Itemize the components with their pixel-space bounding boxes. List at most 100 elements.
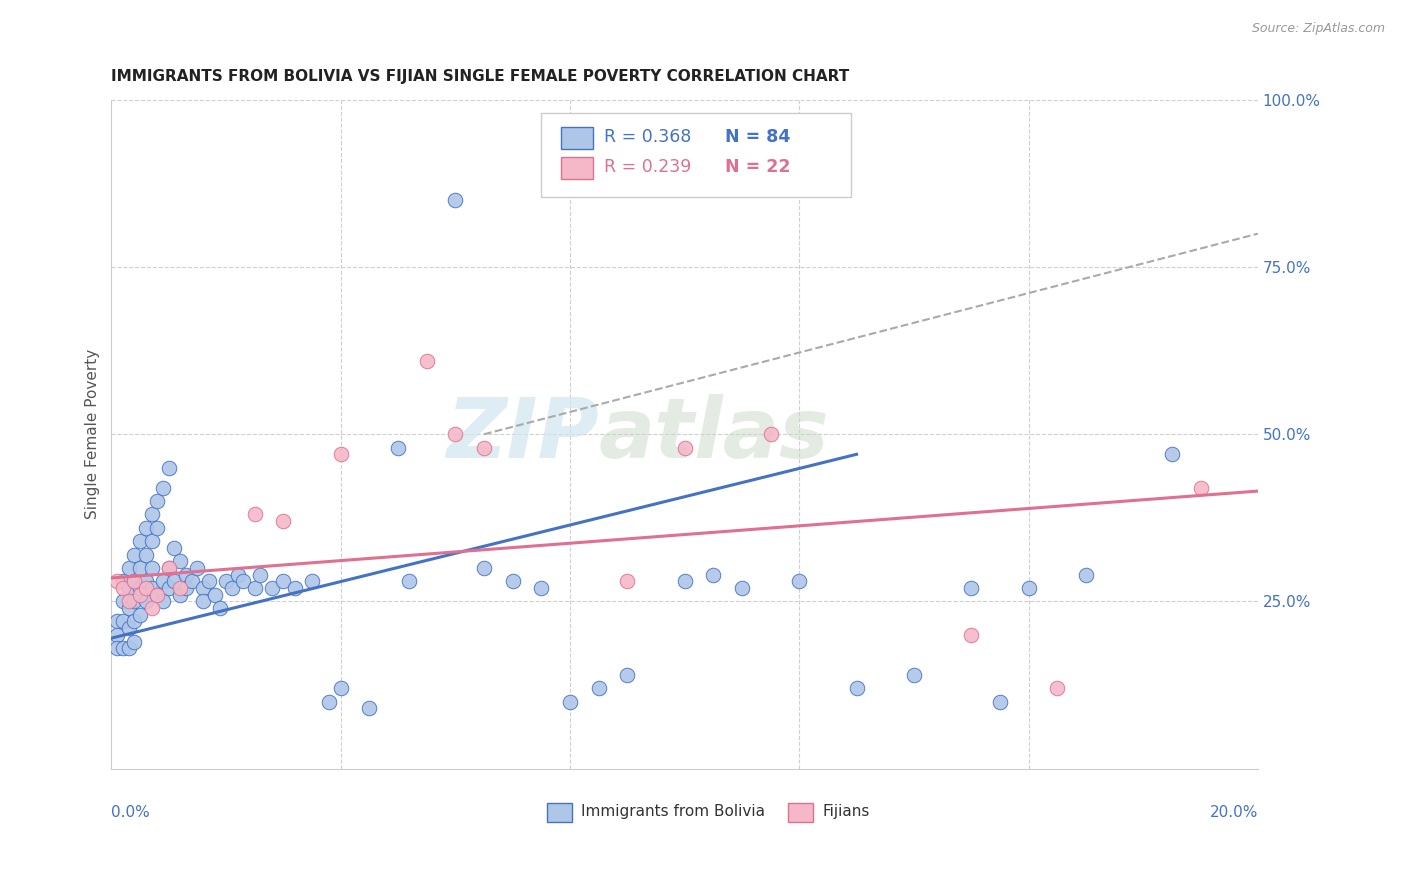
Point	[329, 681, 352, 696]
Point	[135, 521, 157, 535]
Point	[273, 574, 295, 589]
Point	[472, 441, 495, 455]
FancyBboxPatch shape	[547, 804, 572, 822]
Text: Source: ZipAtlas.com: Source: ZipAtlas.com	[1251, 22, 1385, 36]
Point	[124, 594, 146, 608]
Point	[105, 641, 128, 656]
Point	[117, 561, 139, 575]
Point	[111, 574, 134, 589]
Point	[174, 581, 197, 595]
Point	[152, 594, 174, 608]
Point	[273, 514, 295, 528]
Point	[163, 541, 186, 555]
Point	[588, 681, 610, 696]
Point	[129, 534, 152, 549]
Point	[1074, 567, 1097, 582]
Point	[198, 574, 221, 589]
Point	[111, 641, 134, 656]
Point	[157, 561, 180, 575]
Text: atlas: atlas	[599, 393, 830, 475]
Point	[111, 594, 134, 608]
Point	[169, 588, 191, 602]
FancyBboxPatch shape	[787, 804, 813, 822]
Text: 0.0%: 0.0%	[111, 805, 150, 821]
Point	[124, 574, 146, 589]
Point	[180, 574, 202, 589]
Point	[163, 574, 186, 589]
Text: R = 0.239: R = 0.239	[605, 158, 692, 176]
Point	[105, 628, 128, 642]
Point	[111, 581, 134, 595]
Point	[209, 601, 232, 615]
Point	[502, 574, 524, 589]
Point	[329, 447, 352, 461]
Point	[191, 594, 214, 608]
Point	[702, 567, 724, 582]
Point	[186, 561, 208, 575]
Point	[215, 574, 238, 589]
Text: Immigrants from Bolivia: Immigrants from Bolivia	[582, 805, 765, 820]
Text: Fijians: Fijians	[823, 805, 869, 820]
Point	[960, 628, 983, 642]
Point	[243, 581, 266, 595]
Point	[135, 581, 157, 595]
Text: IMMIGRANTS FROM BOLIVIA VS FIJIAN SINGLE FEMALE POVERTY CORRELATION CHART: IMMIGRANTS FROM BOLIVIA VS FIJIAN SINGLE…	[111, 69, 849, 84]
Point	[105, 574, 128, 589]
Point	[1046, 681, 1069, 696]
Point	[135, 594, 157, 608]
Point	[387, 441, 409, 455]
Point	[124, 615, 146, 629]
Point	[157, 460, 180, 475]
Text: N = 84: N = 84	[724, 128, 790, 145]
Point	[117, 581, 139, 595]
Point	[124, 574, 146, 589]
Point	[731, 581, 754, 595]
Point	[359, 701, 381, 715]
Point	[845, 681, 868, 696]
Point	[1189, 481, 1212, 495]
Point	[129, 588, 152, 602]
FancyBboxPatch shape	[561, 157, 593, 179]
Point	[117, 621, 139, 635]
Point	[221, 581, 243, 595]
Point	[284, 581, 307, 595]
Point	[146, 588, 169, 602]
Point	[129, 581, 152, 595]
Point	[558, 695, 581, 709]
Point	[152, 481, 174, 495]
Point	[129, 607, 152, 622]
Point	[616, 574, 638, 589]
Point	[141, 561, 163, 575]
Point	[1160, 447, 1182, 461]
Point	[759, 427, 782, 442]
Point	[673, 441, 696, 455]
Point	[141, 581, 163, 595]
Point	[105, 615, 128, 629]
Point	[318, 695, 340, 709]
Point	[146, 588, 169, 602]
Point	[444, 427, 467, 442]
Point	[146, 521, 169, 535]
Point	[174, 567, 197, 582]
Point	[157, 581, 180, 595]
Point	[129, 561, 152, 575]
Point	[141, 601, 163, 615]
Point	[226, 567, 249, 582]
Point	[135, 548, 157, 562]
Point	[141, 534, 163, 549]
Text: 20.0%: 20.0%	[1209, 805, 1258, 821]
Point	[117, 601, 139, 615]
Point	[152, 574, 174, 589]
Point	[232, 574, 254, 589]
Point	[141, 508, 163, 522]
Point	[960, 581, 983, 595]
Point	[787, 574, 810, 589]
Point	[117, 594, 139, 608]
Point	[616, 668, 638, 682]
Point	[988, 695, 1011, 709]
Point	[204, 588, 226, 602]
Point	[530, 581, 553, 595]
Point	[135, 574, 157, 589]
Point	[444, 193, 467, 207]
FancyBboxPatch shape	[541, 113, 851, 197]
